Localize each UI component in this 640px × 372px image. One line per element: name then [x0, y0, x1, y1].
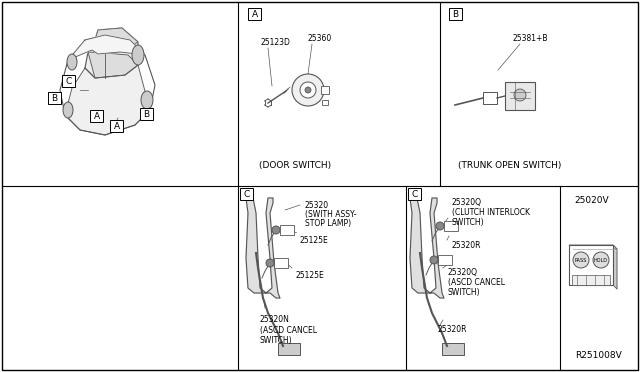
Text: (ASCD CANCEL: (ASCD CANCEL [260, 326, 317, 334]
Text: 25320N: 25320N [260, 315, 290, 324]
Text: 25320R: 25320R [438, 326, 467, 334]
Text: 25125E: 25125E [300, 235, 329, 244]
Circle shape [292, 74, 324, 106]
Text: A: A [93, 112, 100, 121]
Circle shape [300, 82, 316, 98]
Text: 25125E: 25125E [296, 270, 324, 279]
Text: 25320Q: 25320Q [448, 267, 478, 276]
Bar [280, 225, 294, 235]
Text: SWITCH): SWITCH) [448, 288, 481, 296]
Text: (ASCD CANCEL: (ASCD CANCEL [448, 278, 505, 286]
Text: 25123D: 25123D [260, 38, 290, 46]
Text: 25360: 25360 [308, 33, 332, 42]
Bar [438, 255, 452, 265]
Bar [449, 8, 462, 20]
Circle shape [436, 222, 444, 230]
Bar [505, 82, 535, 110]
Polygon shape [92, 28, 138, 54]
Bar [110, 120, 123, 132]
Text: C: C [412, 189, 418, 199]
Text: (SWITH ASSY-: (SWITH ASSY- [305, 209, 356, 218]
Polygon shape [569, 245, 617, 249]
Bar [572, 275, 610, 285]
Polygon shape [65, 65, 150, 135]
Text: B: B [143, 109, 150, 119]
Text: B: B [51, 93, 58, 103]
Bar [569, 245, 613, 285]
Text: A: A [113, 122, 120, 131]
Ellipse shape [63, 102, 73, 118]
Bar [444, 221, 458, 231]
Bar [274, 258, 288, 268]
Text: (DOOR SWITCH): (DOOR SWITCH) [259, 160, 331, 170]
Bar [408, 188, 421, 200]
Circle shape [573, 252, 589, 268]
Bar [278, 343, 300, 355]
Text: C: C [65, 77, 72, 86]
Polygon shape [85, 28, 138, 78]
Circle shape [272, 226, 280, 234]
Bar [483, 92, 497, 104]
Bar [321, 86, 329, 94]
Circle shape [514, 89, 526, 101]
Bar [322, 100, 328, 105]
Text: (CLUTCH INTERLOCK: (CLUTCH INTERLOCK [452, 208, 530, 217]
Text: 25381+B: 25381+B [512, 33, 548, 42]
Circle shape [305, 87, 311, 93]
Text: 25320: 25320 [305, 201, 329, 209]
Text: 25320R: 25320R [452, 241, 481, 250]
Circle shape [593, 252, 609, 268]
Ellipse shape [67, 54, 77, 70]
Text: 25020V: 25020V [575, 196, 609, 205]
Bar [240, 188, 253, 200]
Text: B: B [452, 10, 459, 19]
Polygon shape [410, 198, 444, 298]
Text: (TRUNK OPEN SWITCH): (TRUNK OPEN SWITCH) [458, 160, 562, 170]
Text: PASS: PASS [575, 257, 587, 263]
Text: SWITCH): SWITCH) [260, 336, 292, 344]
Polygon shape [68, 35, 145, 60]
Circle shape [430, 256, 438, 264]
Text: 25320Q: 25320Q [452, 198, 482, 206]
Bar [442, 343, 464, 355]
Ellipse shape [141, 91, 153, 109]
Text: HOLD: HOLD [594, 257, 608, 263]
Bar [62, 75, 75, 87]
Circle shape [266, 259, 274, 267]
Text: A: A [252, 10, 257, 19]
Bar [248, 8, 261, 20]
Ellipse shape [132, 45, 144, 65]
Polygon shape [88, 52, 138, 78]
Bar [90, 110, 103, 122]
Polygon shape [246, 198, 280, 298]
Text: STOP LAMP): STOP LAMP) [305, 218, 351, 228]
Bar [48, 92, 61, 104]
Text: SWITCH): SWITCH) [452, 218, 484, 227]
Bar [140, 108, 153, 120]
Text: R251008V: R251008V [575, 350, 621, 359]
Polygon shape [613, 245, 617, 289]
Text: C: C [243, 189, 250, 199]
